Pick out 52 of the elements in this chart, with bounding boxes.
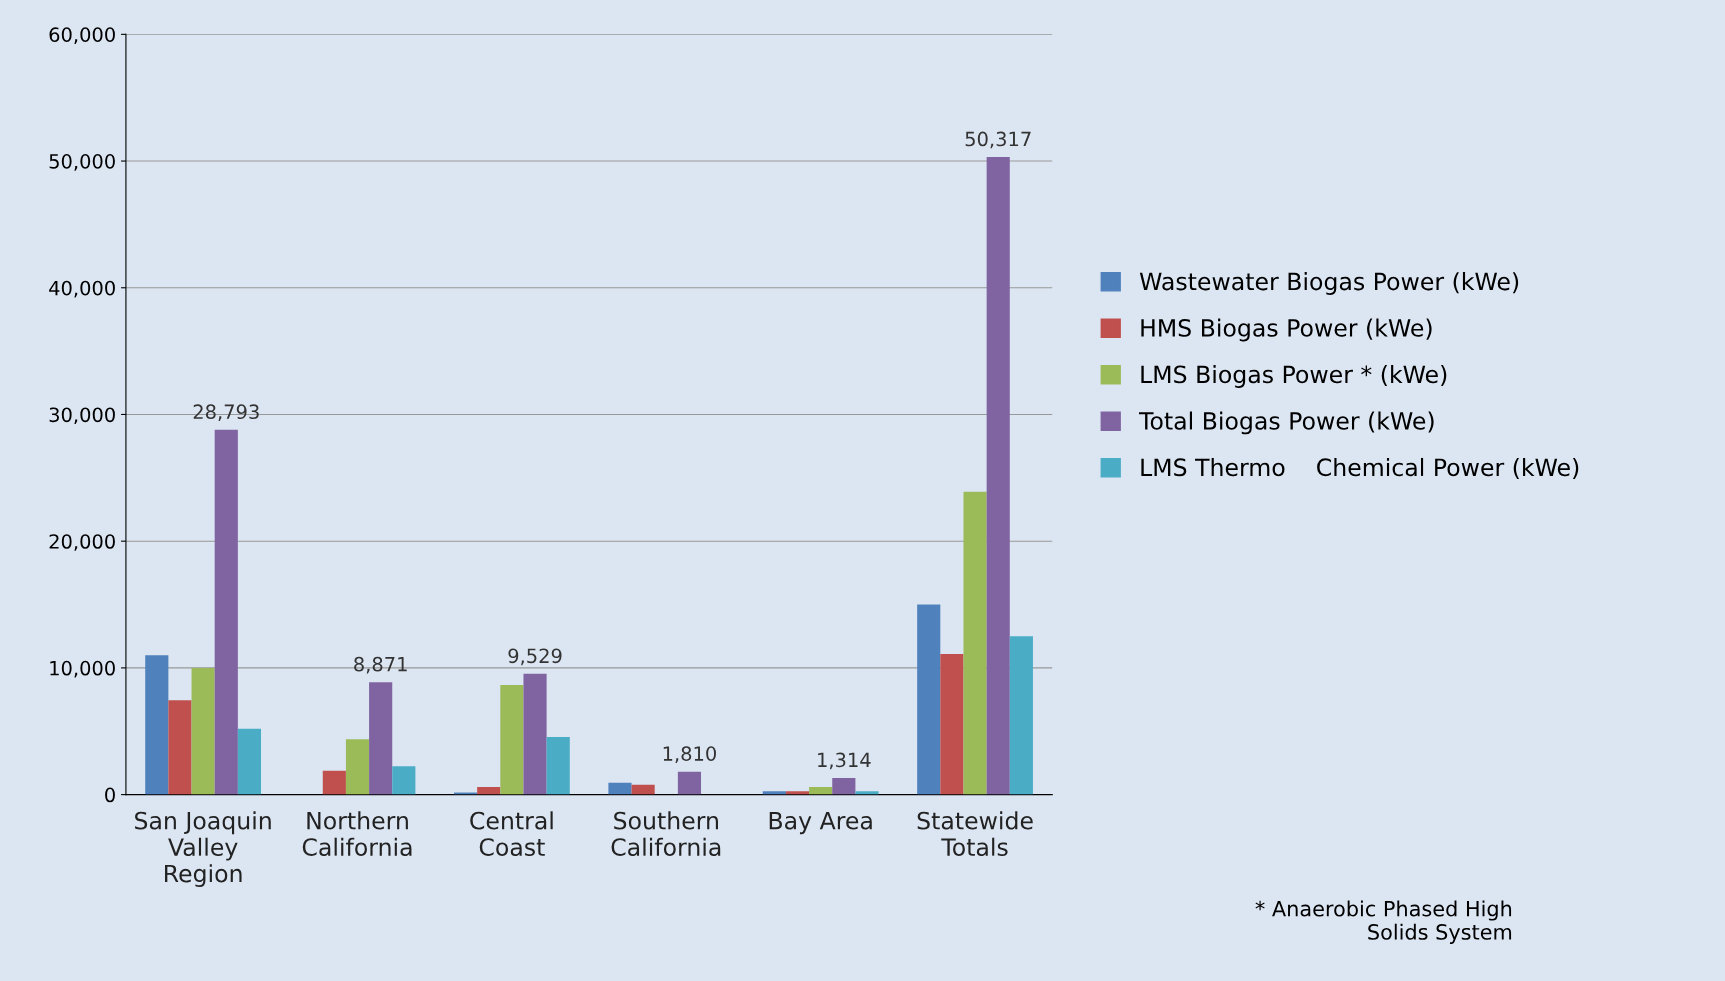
- bar: [986, 157, 1010, 795]
- y-tick-label: 50,000: [49, 154, 115, 171]
- text: * Anaerobic Phased High Solids System: [1255, 900, 1512, 944]
- x-tick-label: Central Coast: [470, 811, 553, 856]
- data-label: 8,871: [354, 656, 407, 674]
- bar: [1009, 636, 1033, 795]
- bar: [809, 787, 833, 795]
- bar: [762, 791, 786, 795]
- y-tick-label: 60,000: [49, 27, 115, 44]
- bar: [631, 784, 655, 795]
- bar: [546, 737, 570, 795]
- bar: [237, 728, 262, 795]
- bar: [917, 604, 941, 795]
- x-tick-label: Statewide Totals: [917, 811, 1033, 856]
- bar: [963, 491, 987, 795]
- legend-label: HMS Biogas Power (kWe): [1141, 318, 1432, 342]
- legend-label: Wastewater Biogas Power (kWe): [1139, 272, 1519, 295]
- data-label: 50,317: [965, 131, 1031, 149]
- x-tick-label: Bay Area: [769, 812, 872, 835]
- bar: [677, 771, 702, 795]
- x-tick-label: San Joaquin Valley Region: [135, 811, 271, 888]
- bar: [214, 429, 238, 795]
- y-tick-label: 0: [105, 787, 115, 803]
- legend-label: LMS Biogas Power * (kWe): [1141, 365, 1447, 388]
- legend-label: Total Biogas Power (kWe): [1139, 411, 1434, 435]
- bar: [145, 655, 169, 795]
- y-tick-label: 10,000: [50, 660, 115, 678]
- bar: [608, 782, 632, 795]
- data-label: 1,314: [818, 752, 871, 770]
- bar: [345, 739, 370, 795]
- bar: [168, 700, 192, 795]
- bar: [392, 766, 416, 795]
- bar: [477, 787, 501, 795]
- bar: [191, 667, 215, 795]
- bar: [940, 653, 964, 795]
- data-label: 1,810: [663, 746, 716, 763]
- bar: [322, 770, 346, 795]
- legend-label: LMS Thermo Chemical Power (kWe): [1141, 457, 1579, 480]
- bar: [855, 791, 879, 795]
- y-tick-label: 40,000: [49, 280, 115, 298]
- bar: [523, 673, 547, 795]
- data-label: 28,793: [193, 404, 259, 422]
- x-tick-label: Northern California: [302, 811, 412, 856]
- y-tick-label: 20,000: [49, 534, 115, 551]
- bar: [369, 682, 393, 795]
- bar: [785, 791, 810, 795]
- data-label: 9,529: [508, 648, 562, 666]
- bar: [832, 777, 856, 795]
- bar: [454, 792, 478, 795]
- y-tick-label: 30,000: [49, 407, 115, 425]
- bar: [500, 685, 524, 795]
- x-tick-label: Southern California: [611, 811, 721, 856]
